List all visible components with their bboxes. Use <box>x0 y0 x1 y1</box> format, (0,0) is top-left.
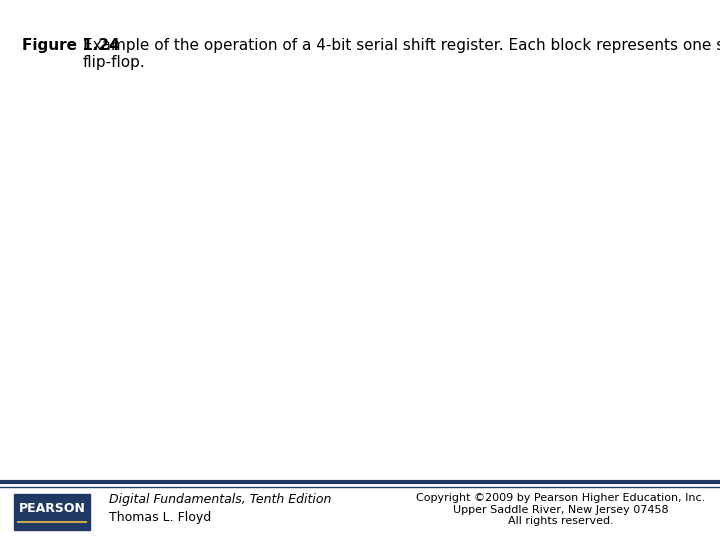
Text: Thomas L. Floyd: Thomas L. Floyd <box>109 511 212 524</box>
Text: Digital Fundamentals, Tenth Edition: Digital Fundamentals, Tenth Edition <box>109 493 332 506</box>
Text: PEARSON: PEARSON <box>19 502 86 515</box>
FancyBboxPatch shape <box>14 494 90 530</box>
Text: Example of the operation of a 4-bit serial shift register. Each block represents: Example of the operation of a 4-bit seri… <box>83 38 720 70</box>
Text: Copyright ©2009 by Pearson Higher Education, Inc.
Upper Saddle River, New Jersey: Copyright ©2009 by Pearson Higher Educat… <box>416 493 706 526</box>
Text: Figure 1.24: Figure 1.24 <box>22 38 120 53</box>
